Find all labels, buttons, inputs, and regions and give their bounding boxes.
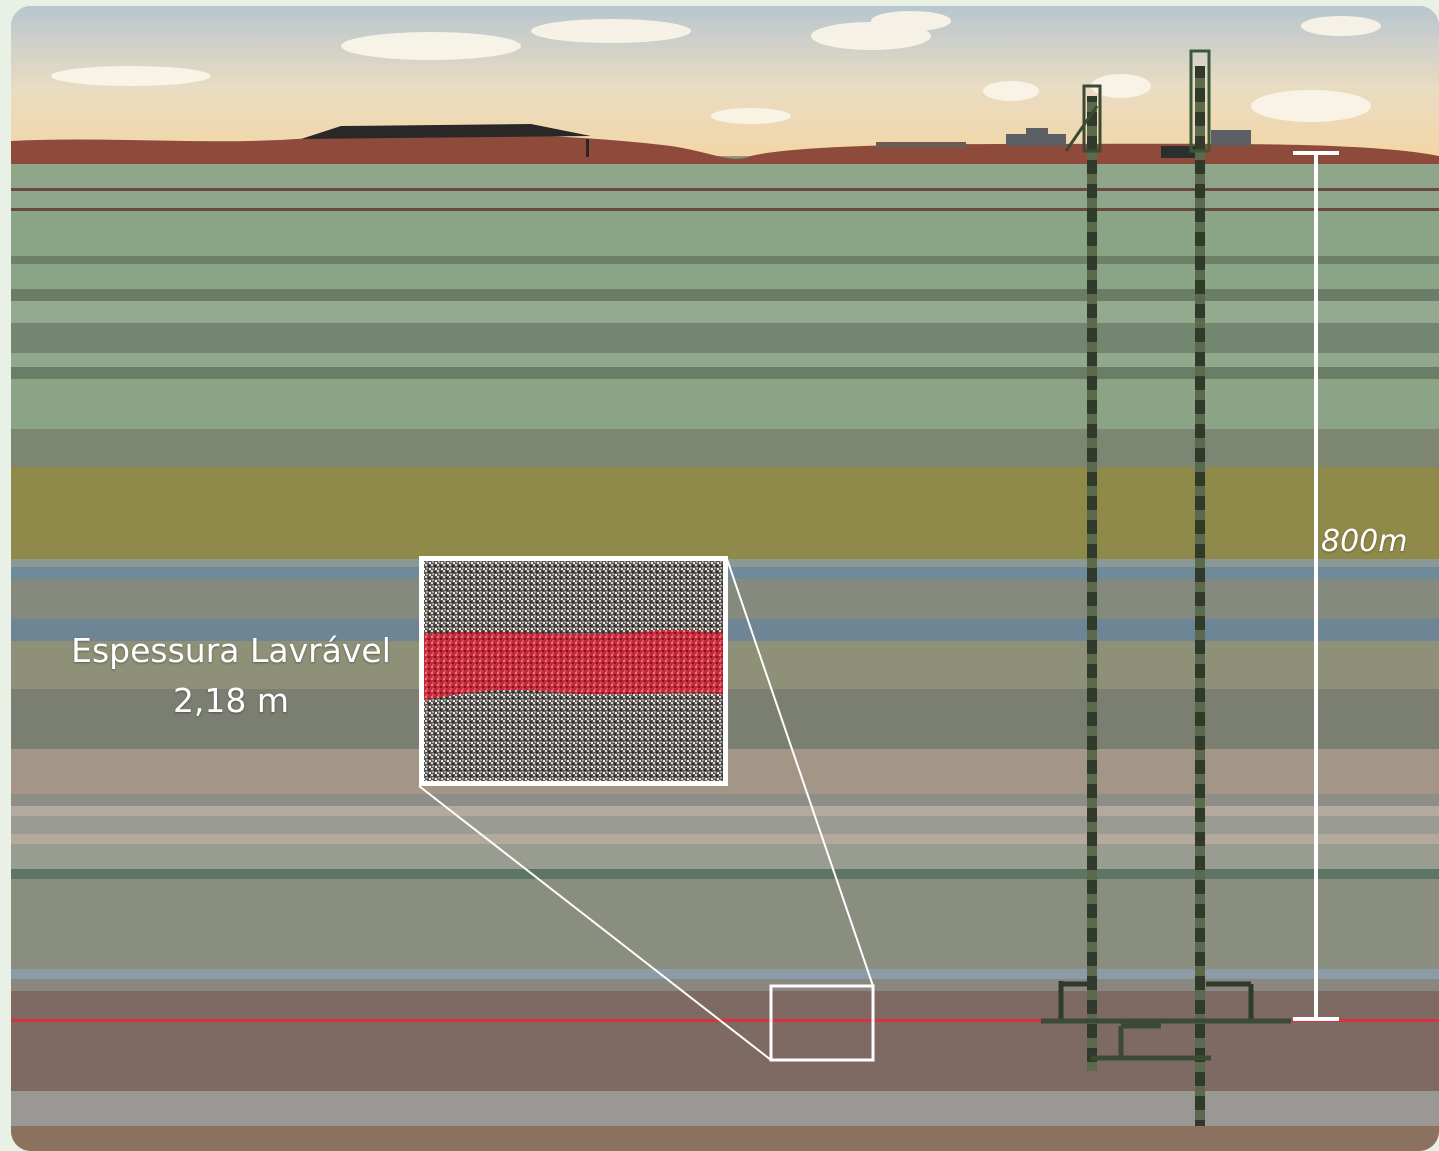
mine-shafts xyxy=(1041,49,1291,1126)
ore-layer-magnified xyxy=(424,630,723,700)
surface-terrain xyxy=(11,132,1439,171)
ore-seam xyxy=(11,1019,1439,1022)
geological-cross-section: Espessura Lavrável 2,18 m 800m xyxy=(11,6,1439,1151)
mineable-thickness-label: Espessura Lavrável 2,18 m xyxy=(41,626,421,726)
depth-label: 800m xyxy=(1321,524,1408,559)
mineable-thickness-title: Espessura Lavrável xyxy=(71,631,391,670)
magnified-sample-inset xyxy=(419,556,728,786)
cross-section-illustration xyxy=(11,6,1439,1151)
stockpile xyxy=(301,124,591,139)
clouds xyxy=(51,11,1381,124)
depth-scale xyxy=(1293,151,1339,1021)
mineable-thickness-value: 2,18 m xyxy=(172,681,290,720)
surface-plant xyxy=(876,128,1251,158)
seam-callout-box xyxy=(769,984,875,1062)
